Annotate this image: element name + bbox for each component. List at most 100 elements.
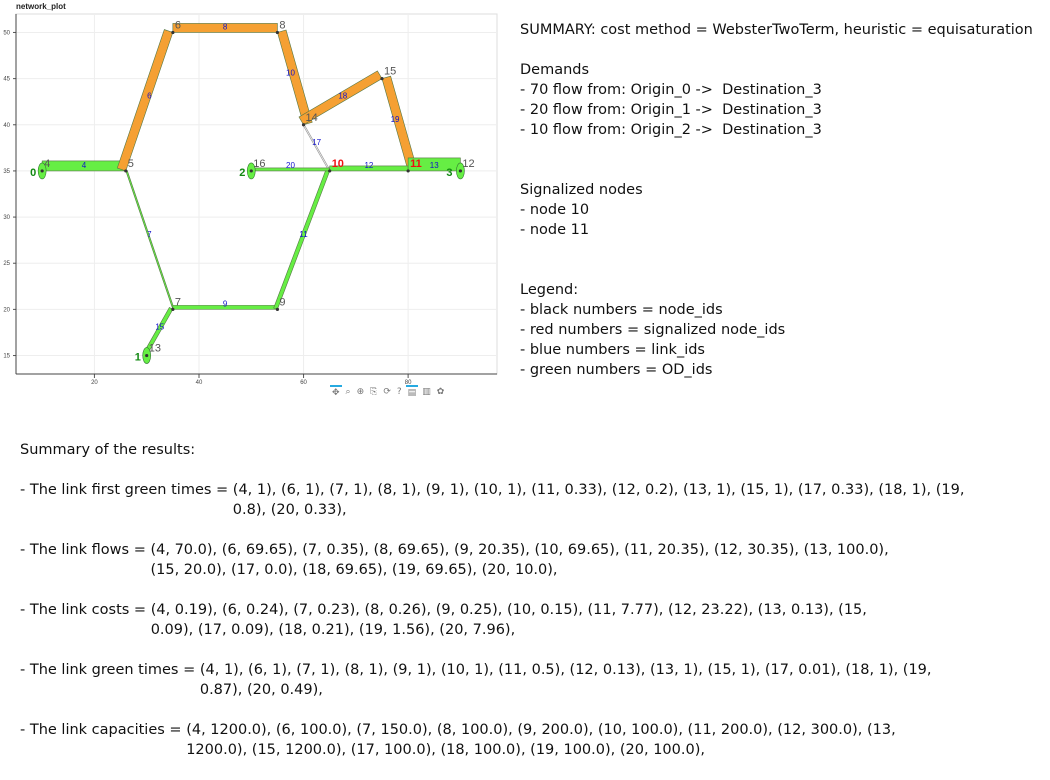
result-label: - The link first green times =: [20, 482, 233, 498]
node-point: [458, 169, 463, 173]
link-id-label: 7: [147, 230, 152, 239]
result-values: (4, 1), (6, 1), (7, 1), (8, 1), (9, 1), …: [232, 482, 965, 518]
y-tick-label: 50: [3, 30, 10, 36]
od-id-label: 3: [446, 167, 452, 179]
node-point: [171, 30, 175, 35]
result-values: (4, 70.0), (6, 69.65), (7, 0.35), (8, 69…: [150, 542, 889, 578]
node-point: [380, 77, 384, 81]
result-label: - The link green times =: [20, 662, 200, 678]
link-id-label: 19: [391, 115, 400, 124]
save-icon[interactable]: ⎘: [370, 387, 378, 397]
tap-icon[interactable]: ▥: [422, 387, 431, 397]
result-values: (4, 1200.0), (6, 100.0), (7, 150.0), (8,…: [186, 722, 896, 758]
node-id-label: 5: [128, 158, 134, 170]
reset-icon[interactable]: ⟳: [383, 387, 391, 397]
legend-title: Legend:: [520, 282, 579, 298]
summary-panel: SUMMARY: cost method = WebsterTwoTerm, h…: [520, 20, 1040, 380]
node-id-label: 16: [253, 158, 265, 170]
result-label: - The link capacities =: [20, 722, 187, 738]
link-id-label: 11: [299, 230, 308, 239]
link-6: [116, 29, 174, 172]
hover-icon[interactable]: ▤: [405, 385, 419, 399]
y-tick-label: 20: [3, 307, 10, 313]
result-values: (4, 0.19), (6, 0.24), (7, 0.23), (8, 0.2…: [150, 602, 867, 638]
signalized-node-label: 11: [410, 158, 422, 170]
link-10: [277, 29, 313, 126]
node-point: [275, 30, 280, 35]
link-id-label: 8: [223, 22, 228, 31]
summary-header: SUMMARY: cost method = WebsterTwoTerm, h…: [520, 22, 1033, 38]
legend-item: - green numbers = OD_ids: [520, 362, 713, 378]
link-id-label: 10: [286, 69, 295, 78]
demand-item: - 10 flow from: Origin_2 -> Destination_…: [520, 122, 822, 138]
y-tick-label: 25: [3, 261, 10, 267]
od-id-label: 0: [30, 167, 36, 179]
y-tick-label: 30: [3, 215, 10, 221]
node-id-label: 8: [279, 19, 285, 31]
result-capacities: - The link capacities = (4, 1200.0), (6,…: [20, 720, 1040, 760]
demand-item: - 70 flow from: Origin_0 -> Destination_…: [520, 82, 822, 98]
demand-item: - 20 flow from: Origin_1 -> Destination_…: [520, 102, 822, 118]
link-17-core: [303, 124, 330, 172]
result-values: (4, 1), (6, 1), (7, 1), (8, 1), (9, 1), …: [199, 662, 932, 698]
x-tick-label: 60: [300, 380, 307, 386]
plot-title: network_plot: [16, 2, 66, 11]
results-title: Summary of the results:: [20, 442, 196, 458]
pan-icon[interactable]: ✥: [330, 385, 342, 399]
signalized-item: - node 10: [520, 202, 590, 218]
legend-item: - blue numbers = link_ids: [520, 342, 705, 358]
node-id-label: 4: [44, 158, 50, 170]
signalized-item: - node 11: [520, 222, 590, 238]
x-tick-label: 20: [91, 380, 98, 386]
box-zoom-icon[interactable]: ⌕: [345, 387, 351, 397]
node-point: [275, 307, 280, 311]
result-flows: - The link flows = (4, 70.0), (6, 69.65)…: [20, 540, 1040, 580]
x-tick-label: 80: [405, 380, 412, 386]
link-id-label: 6: [147, 92, 152, 101]
node-id-label: 15: [384, 66, 396, 78]
link-id-label: 4: [82, 161, 87, 170]
node-id-label: 7: [175, 296, 181, 308]
node-id-label: 6: [175, 19, 181, 31]
node-id-label: 14: [306, 112, 318, 124]
od-id-label: 2: [239, 167, 245, 179]
help-icon[interactable]: ?: [396, 387, 402, 397]
y-tick-label: 45: [3, 77, 10, 83]
node-point: [171, 307, 175, 311]
y-tick-label: 15: [3, 354, 10, 360]
result-costs: - The link costs = (4, 0.19), (6, 0.24),…: [20, 600, 1040, 640]
result-first-green-times: - The link first green times = (4, 1), (…: [20, 480, 1040, 520]
link-id-label: 13: [430, 161, 439, 170]
plot-toolbar: ✥ ⌕ ⊕ ⎘ ⟳? ▤ ▥ ✿: [330, 385, 446, 399]
network-plot-canvas[interactable]: 20 40 60 8015202530354045504681018191779111…: [0, 0, 500, 400]
y-tick-label: 35: [3, 169, 10, 175]
node-point: [406, 169, 410, 173]
node-point: [40, 169, 44, 173]
link-id-label: 12: [364, 161, 373, 170]
plot-area: [15, 13, 498, 375]
node-id-label: 13: [149, 343, 161, 355]
legend-item: - black numbers = node_ids: [520, 302, 723, 318]
result-label: - The link flows =: [20, 542, 151, 558]
link-13: [407, 157, 461, 172]
node-point: [301, 123, 306, 127]
node-id-label: 9: [279, 296, 285, 308]
link-id-label: 20: [286, 161, 295, 170]
node-point: [145, 353, 149, 358]
link-id-label: 15: [155, 322, 164, 331]
bokeh-logo-icon[interactable]: ✿: [436, 387, 445, 397]
link-id-label: 17: [312, 138, 321, 147]
link-id-label: 18: [338, 92, 347, 101]
demands-title: Demands: [520, 62, 590, 78]
y-tick-label: 40: [3, 123, 10, 129]
signalized-title: Signalized nodes: [520, 182, 643, 198]
link-8: [172, 23, 278, 33]
od-id-label: 1: [135, 352, 141, 364]
result-green-times: - The link green times = (4, 1), (6, 1),…: [20, 660, 1040, 700]
results-section: Summary of the results: - The link first…: [20, 440, 1040, 780]
network-plot: 20 40 60 80 15 20 25 30 35 40 45 50 4 6 8 10 18 19 17 7 9 11 1…: [0, 0, 500, 400]
wheel-zoom-icon[interactable]: ⊕: [356, 387, 365, 397]
node-id-label: 12: [462, 158, 474, 170]
link-18: [298, 70, 383, 126]
signalized-node-label: 10: [332, 158, 344, 170]
